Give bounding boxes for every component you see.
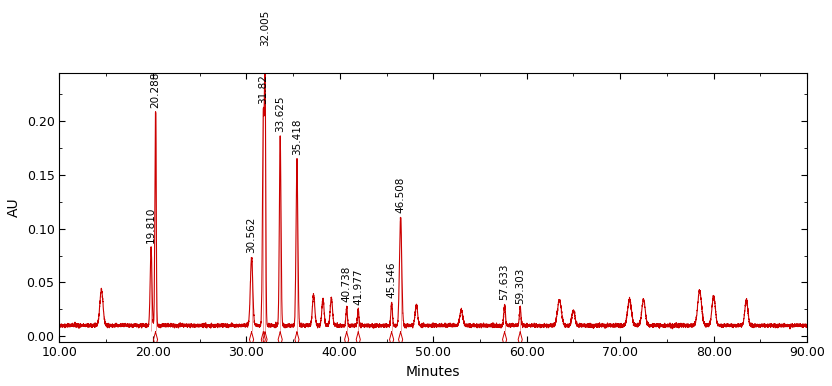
Text: 46.508: 46.508 [395, 177, 405, 213]
Text: 45.546: 45.546 [387, 261, 397, 298]
Text: 32.005: 32.005 [260, 10, 270, 46]
Text: 33.625: 33.625 [275, 95, 285, 132]
Text: 59.303: 59.303 [515, 267, 525, 304]
Text: 41.977: 41.977 [354, 269, 364, 305]
Text: 30.562: 30.562 [246, 217, 256, 253]
Y-axis label: AU: AU [7, 197, 21, 217]
Text: 19.810: 19.810 [146, 206, 156, 242]
X-axis label: Minutes: Minutes [406, 365, 460, 379]
Text: 35.418: 35.418 [292, 119, 302, 155]
Text: 40.738: 40.738 [342, 266, 352, 302]
Text: 31.82: 31.82 [258, 74, 268, 105]
Text: 20.288: 20.288 [151, 71, 161, 108]
Text: 57.633: 57.633 [499, 264, 509, 300]
